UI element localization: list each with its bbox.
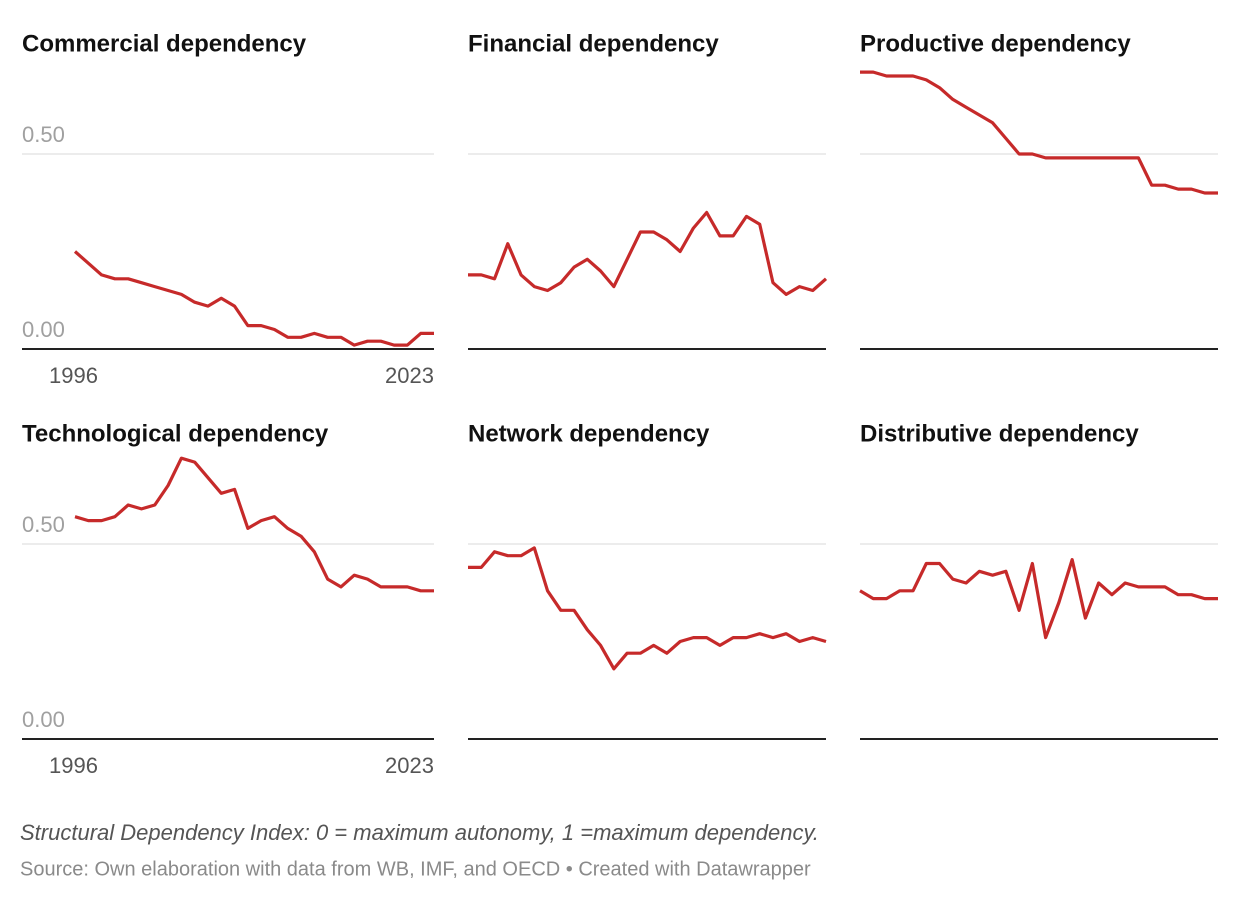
y-tick-label: 0.50	[22, 512, 65, 537]
note: Structural Dependency Index: 0 = maximum…	[20, 820, 819, 845]
x-tick-label: 1996	[49, 753, 98, 778]
data-line	[74, 456, 434, 593]
x-tick-label: 2023	[385, 753, 434, 778]
source: Source: Own elaboration with data from W…	[20, 858, 811, 880]
x-tick-label: 2023	[385, 363, 434, 388]
data-line	[73, 250, 434, 347]
panel-title: Productive dependency	[860, 30, 1131, 57]
y-tick-label: 0.50	[22, 122, 65, 147]
y-tick-label: 0.00	[22, 317, 65, 342]
panel-title: Network dependency	[468, 420, 710, 447]
panel-title: Distributive dependency	[860, 420, 1139, 447]
data-line	[468, 546, 827, 671]
y-tick-label: 0.00	[22, 707, 65, 732]
data-line	[859, 558, 1218, 640]
panel-title: Commercial dependency	[22, 30, 307, 57]
panel-title: Technological dependency	[22, 420, 329, 447]
data-line	[860, 70, 1218, 195]
data-line	[468, 210, 828, 296]
panel-title: Financial dependency	[468, 30, 719, 57]
x-tick-label: 1996	[49, 363, 98, 388]
